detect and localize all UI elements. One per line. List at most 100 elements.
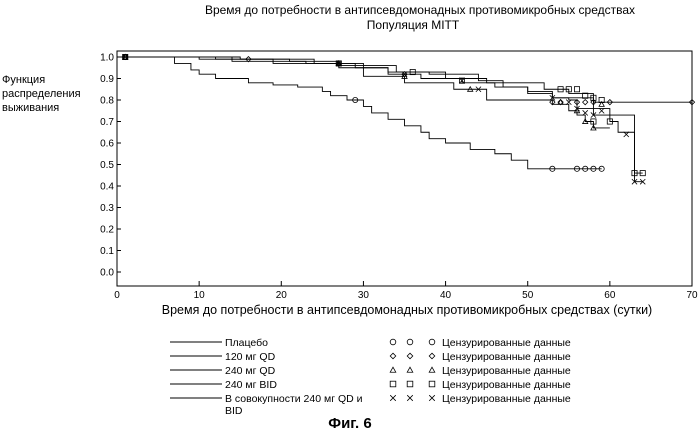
legend-censor-label: Цензурированные данные: [442, 365, 571, 377]
censor-circle: [549, 165, 556, 172]
y-tick-label: 0.2: [100, 225, 114, 236]
y-tick-label: 0.1: [100, 246, 114, 257]
censor-square: [598, 97, 605, 104]
censor-circle: [389, 338, 397, 346]
censor-cross: [631, 178, 638, 185]
x-tick-label: 70: [686, 290, 698, 301]
figure-caption: Фиг. 6: [328, 415, 371, 432]
censor-triangle: [406, 366, 414, 373]
censor-diamond: [549, 98, 556, 106]
censor-triangle: [590, 124, 597, 131]
censor-square: [606, 118, 613, 125]
censor-cross: [590, 112, 597, 118]
censor-square: [557, 86, 564, 93]
censor-triangle: [121, 53, 129, 60]
series-line-1: [117, 56, 602, 170]
chart-title: Время до потребности в антипсевдомонадны…: [205, 3, 635, 17]
censor-diamond: [573, 98, 581, 106]
censor-square: [590, 94, 597, 101]
x-tick-label: 0: [114, 290, 120, 301]
censor-diamond: [406, 352, 414, 360]
y-tick-label: 0.7: [100, 117, 114, 128]
censor-cross: [459, 77, 465, 84]
censor-cross: [639, 178, 646, 185]
censor-circle: [574, 165, 581, 172]
y-label-line-3: выживания: [2, 102, 59, 114]
censor-triangle: [557, 98, 564, 105]
x-tick-label: 10: [194, 290, 206, 301]
censor-circle: [590, 165, 597, 172]
legend: Плацебо Цензурированные данные 120 мг QD Це…: [170, 337, 571, 417]
censor-triangle: [573, 107, 581, 114]
y-axis: 0.0 0.1 0.2 0.3 0.4 0.5 0.6 0.7 0.8 0.9 1.0: [100, 53, 121, 279]
censor-triangle: [401, 72, 408, 79]
censor-triangle: [335, 60, 343, 66]
censor-cross: [122, 54, 129, 60]
censor-diamond: [590, 98, 597, 106]
y-label-line-2: распределения: [2, 88, 81, 100]
censor-square: [458, 77, 465, 84]
x-tick-label: 40: [440, 290, 452, 301]
legend-series-name: 240 мг BID: [225, 379, 277, 391]
censor-cross: [582, 110, 589, 116]
censor-cross: [623, 131, 630, 138]
legend-series-name: В совокупности 240 мг QD и: [225, 393, 363, 405]
censor-diamond: [582, 98, 589, 106]
legend-censor-label: Цензурированные данные: [442, 351, 571, 363]
y-tick-label: 0.9: [100, 74, 114, 85]
censor-diamond: [389, 352, 397, 360]
series-line-4: [117, 56, 643, 174]
y-tick-label: 0.4: [100, 182, 114, 193]
censor-cross: [401, 71, 408, 78]
censor-triangle: [598, 100, 605, 107]
censor-cross: [428, 394, 436, 402]
censor-triangle: [428, 366, 436, 373]
survival-curves: [117, 56, 692, 183]
censor-triangle: [389, 366, 397, 373]
y-label-line-1: Функция: [2, 74, 45, 86]
x-axis-label: Время до потребности в антипсевдомонадны…: [162, 303, 652, 317]
censor-square: [335, 60, 342, 67]
censor-cross: [574, 105, 580, 112]
x-tick-label: 50: [522, 290, 534, 301]
y-tick-label: 0.0: [100, 268, 114, 279]
censor-triangle: [581, 118, 589, 124]
censor-square: [639, 170, 646, 177]
censor-square: [409, 69, 416, 76]
y-tick-label: 0.5: [100, 160, 114, 171]
censor-square: [574, 86, 581, 93]
censor-square: [582, 92, 589, 99]
censor-cross: [598, 107, 605, 114]
legend-censor-label: Цензурированные данные: [442, 379, 571, 391]
censor-cross: [389, 394, 397, 402]
x-axis: 0 10 20 30 40 50 60 70: [114, 281, 698, 301]
censor-square: [631, 170, 638, 177]
censor-diamond: [428, 352, 436, 360]
censor-circle: [428, 338, 436, 346]
censor-cross: [335, 60, 342, 67]
plot-frame: [116, 50, 693, 287]
censor-cross: [549, 94, 556, 101]
legend-series-name: BID: [225, 405, 243, 417]
x-tick-label: 20: [276, 290, 288, 301]
censor-markers: [121, 53, 696, 185]
censor-circle: [406, 338, 414, 346]
censor-diamond: [688, 98, 696, 106]
censor-circle: [598, 165, 605, 172]
censor-diamond: [245, 55, 252, 63]
censor-cross: [475, 86, 482, 93]
y-tick-label: 0.8: [100, 96, 114, 107]
legend-censor-label: Цензурированные данные: [442, 337, 571, 349]
censor-square: [590, 118, 597, 125]
censor-cross: [565, 99, 572, 106]
y-tick-label: 0.3: [100, 203, 114, 214]
censor-diamond: [401, 71, 408, 78]
legend-series-name: 120 мг QD: [225, 351, 276, 363]
x-tick-label: 30: [358, 290, 370, 301]
legend-series-name: 240 мг QD: [225, 365, 276, 377]
censor-square: [122, 54, 129, 61]
censor-square: [565, 86, 572, 93]
censor-square: [428, 380, 436, 388]
legend-censor-label: Цензурированные данные: [442, 393, 571, 405]
